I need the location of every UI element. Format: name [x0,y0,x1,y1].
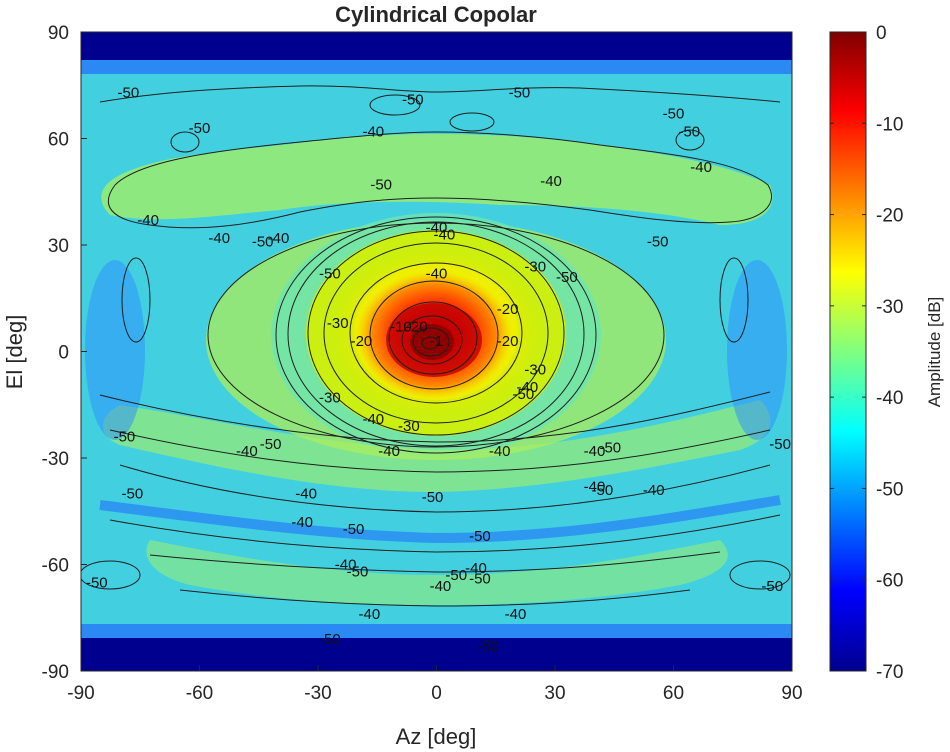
contour-label: -40 [489,443,511,460]
contour-label: -50 [86,574,108,591]
contour-label: -40 [137,212,159,229]
contour-lines [81,85,791,607]
y-tick-label: 0 [58,343,69,364]
contour-label: -50 [118,84,140,101]
contour-label: -10 [390,319,412,336]
contour-label: -40 [584,443,606,460]
contour-label: -30 [524,361,546,378]
y-axis-label: El [deg] [2,315,27,390]
contour-label: -40 [690,159,712,176]
contour-label: -40 [295,486,317,503]
contour-label: -40 [208,230,230,247]
y-tick-label: 60 [48,130,69,151]
y-tick-label: -60 [42,556,69,577]
contour-label: -50 [319,265,341,282]
contour-label: -50 [477,638,499,655]
contour-label: -40 [359,606,381,623]
colorbar-tick-label: -30 [876,297,903,318]
contour-label: -50 [402,91,424,108]
colorbar-tick-label: 0 [876,23,887,44]
y-tick-label: -30 [42,449,69,470]
contour-label: -40 [335,557,357,574]
colorbar-tick-label: -50 [876,479,903,500]
contour-label: -1 [430,333,443,350]
x-axis-label: Az [deg] [396,724,477,749]
contour-label: -50 [647,233,669,250]
contour-label: -50 [592,482,614,499]
x-tick-label: 60 [663,683,684,704]
chart-title: Cylindrical Copolar [335,2,537,27]
x-axis-ticks: -90 -60 -30 0 30 60 90 [67,665,803,704]
contour-label: -30 [319,390,341,407]
contour-label: -50 [599,439,621,456]
contour-label: -50 [761,578,783,595]
contour-label: -40 [430,578,452,595]
x-tick-label: 0 [431,683,442,704]
contour-label: -40 [465,560,487,577]
colorbar-tick-label: -60 [876,571,903,592]
contour-label: -50 [260,436,282,453]
contour-label: -20 [406,319,428,336]
contour-label: -20 [497,301,519,318]
contour-label: -50 [189,120,211,137]
colorbar [829,31,867,672]
contour-label: -50 [114,429,136,446]
contour-label: -40 [268,230,290,247]
colorbar-tick-label: -40 [876,388,903,409]
x-tick-label: 90 [781,683,802,704]
contour-label: -50 [58,283,80,300]
colorbar-tick-label: -20 [876,206,903,227]
contour-label: -40 [584,478,606,495]
contour-label: -50 [343,521,365,538]
x-tick-label: -30 [304,683,331,704]
contour-label: -40 [236,443,258,460]
contour-label: -50 [347,564,369,581]
contour-label: -50 [678,123,700,140]
contour-label: -50 [556,269,578,286]
colorbar-ticks: 0 -10 -20 -30 -40 -50 -60 -70 [830,23,903,683]
contour-label: -50 [469,571,491,588]
contour-label: -50 [663,106,685,123]
contour-label: -40 [362,123,384,140]
contour-label: -40 [505,606,527,623]
contour-label: -40 [540,173,562,190]
contour-label: -40 [643,482,665,499]
contour-label: -40 [426,219,448,236]
contour-label: -50 [509,84,531,101]
contour-label: -50 [469,528,491,545]
contour-labels: -50-50-50 -50-50-50-40-40-50 -40-40-40 -50-… [58,84,791,655]
y-tick-label: 30 [48,236,69,257]
heatmap-field [81,32,792,671]
contour-label: -40 [291,514,313,531]
y-tick-label: 90 [48,23,69,44]
contour-label: -30 [524,258,546,275]
contour-label: -50 [252,233,274,250]
contour-label: -50 [513,386,535,403]
contour-label: -40 [517,379,539,396]
x-tick-label: -90 [67,683,94,704]
contour-label: -40 [426,265,448,282]
contour-label: -40 [362,411,384,428]
contour-label: -30 [327,315,349,332]
y-tick-label: -90 [42,662,69,683]
y-axis-ticks: 90 60 30 0 -30 -60 -90 [42,23,87,683]
colorbar-tick-label: -10 [876,114,903,135]
x-tick-label: 30 [544,683,565,704]
colorbar-label: Amplitude [dB] [925,297,944,408]
contour-label: -30 [398,418,420,435]
colorbar-tick-label: -70 [876,662,903,683]
contour-label: -50 [122,486,144,503]
contour-label: -20 [497,333,519,350]
contour-label: -40 [378,443,400,460]
contour-label: -50 [370,177,392,194]
contour-label: -20 [351,333,373,350]
contour-label: -40 [434,226,456,243]
contour-label: -50 [422,489,444,506]
contour-label: -50 [445,567,467,584]
contour-label: -50 [769,436,791,453]
contour-label: -50 [319,631,341,648]
x-tick-label: -60 [186,683,213,704]
